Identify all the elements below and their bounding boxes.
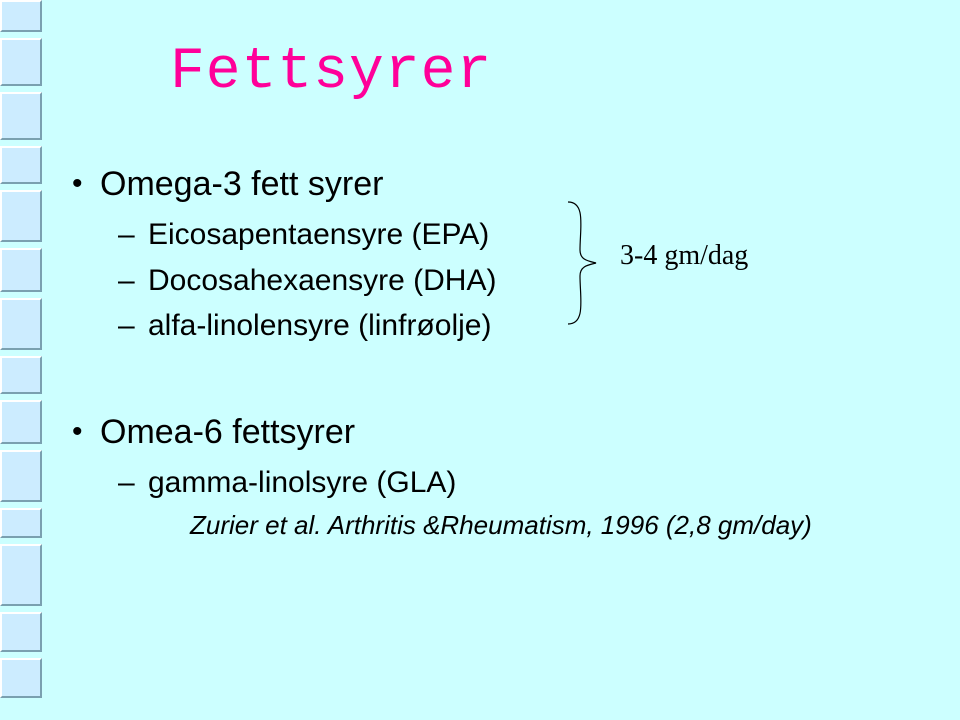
deco-bar xyxy=(0,508,42,538)
brace-label: 3-4 gm/dag xyxy=(620,240,748,272)
slide-content: Omega-3 fett syrer Eicosapentaensyre (EP… xyxy=(100,160,812,544)
deco-bar xyxy=(0,298,42,350)
sub-item-gla: gamma-linolsyre (GLA) xyxy=(148,461,812,505)
deco-bar xyxy=(0,658,42,698)
slide-title: Fettsyrer xyxy=(170,40,492,105)
slide: Fettsyrer Omega-3 fett syrer Eicosapenta… xyxy=(0,0,960,720)
deco-bar xyxy=(0,92,42,140)
deco-bar xyxy=(0,450,42,502)
deco-bar xyxy=(0,544,42,606)
deco-bar xyxy=(0,612,42,652)
deco-bar xyxy=(0,38,42,86)
deco-bar xyxy=(0,0,42,32)
deco-bar xyxy=(0,190,42,242)
bullet-omega6: Omea-6 fettsyrer xyxy=(100,408,812,457)
curly-brace-icon xyxy=(560,198,610,328)
sub-item-ala: alfa-linolensyre (linfrøolje) xyxy=(148,304,812,348)
deco-bar xyxy=(0,248,42,292)
citation-zurier: Zurier et al. Arthritis &Rheumatism, 199… xyxy=(190,507,812,545)
deco-bar xyxy=(0,356,42,394)
left-decoration xyxy=(0,0,42,720)
deco-bar xyxy=(0,400,42,444)
deco-bar xyxy=(0,146,42,184)
bullet-omega3: Omega-3 fett syrer xyxy=(100,160,812,209)
